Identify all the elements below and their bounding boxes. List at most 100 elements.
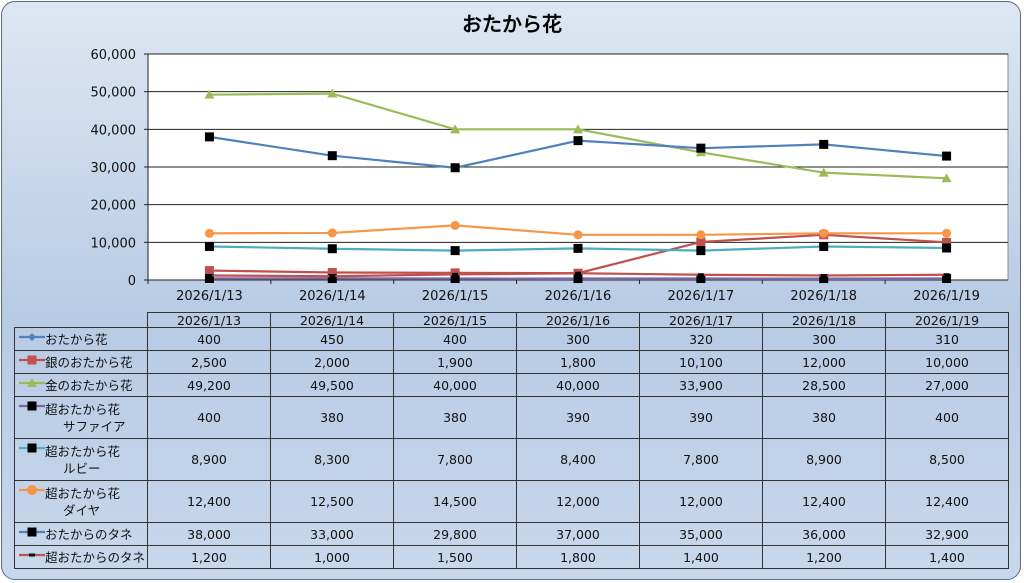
- table-cell: 12,400: [762, 480, 886, 523]
- x-tick-label: 2026/1/18: [790, 289, 857, 304]
- data-point-square: [573, 274, 583, 284]
- data-point-dash: [329, 274, 336, 278]
- table-cell: 40,000: [516, 373, 640, 397]
- data-point-circle: [327, 228, 337, 238]
- table-row: 銀のおたから花 2,500 2,000 1,900 1,800 10,100 12,000 1…: [14, 350, 1009, 374]
- table-cell: 12,000: [639, 480, 763, 523]
- data-point-circle: [573, 230, 583, 240]
- table-cell: 8,900: [762, 438, 886, 481]
- table-cell: 38,000: [147, 522, 271, 546]
- table-cell: 32,900: [885, 522, 1009, 546]
- data-point-circle: [819, 228, 829, 238]
- table-row: 超おたから花 ダイヤ 12,400 12,500 14,500 12,000 12,000 1…: [14, 480, 1009, 523]
- table-cell: 28,500: [762, 373, 886, 397]
- x-tick-label: 2026/1/14: [299, 289, 366, 304]
- table-cell: 40,000: [393, 373, 517, 397]
- table-row: 金のおたから花 49,200 49,500 40,000 40,000 33,900 28,…: [14, 373, 1009, 397]
- x-tick-label: 2026/1/15: [422, 289, 489, 304]
- table-cell: 450: [270, 327, 394, 351]
- table-header-cell: 2026/1/18: [762, 312, 886, 328]
- data-point-square: [450, 274, 460, 284]
- data-point-dash: [206, 273, 213, 277]
- table-cell: 1,000: [270, 545, 394, 569]
- data-point-square: [327, 274, 337, 284]
- data-point-square: [696, 246, 706, 256]
- table-cell: 12,400: [885, 480, 1009, 523]
- data-point-circle: [450, 220, 460, 230]
- table-cell: 310: [885, 327, 1009, 351]
- table-row: 超おたから花 サファイア 400 380 380 390 390 380 400: [14, 396, 1009, 439]
- data-point-circle: [942, 228, 952, 238]
- table-cell: 12,500: [270, 480, 394, 523]
- series-7: [206, 271, 950, 278]
- series-3: [204, 273, 952, 284]
- table-row: 超おたからのタネ 1,200 1,000 1,500 1,800 1,400 1,200 1,…: [14, 545, 1009, 569]
- table-cell: 7,800: [639, 438, 763, 481]
- table-cell: 1,900: [393, 350, 517, 374]
- data-point-triangle: [818, 167, 829, 177]
- data-point-square: [942, 151, 952, 161]
- y-tick-label: 60,000: [91, 48, 137, 63]
- series-name: 超おたから花: [45, 443, 121, 459]
- table-cell: 400: [147, 396, 271, 439]
- table-cell: 12,400: [147, 480, 271, 523]
- series-name: おたから花: [45, 331, 108, 347]
- data-point-dash: [820, 273, 827, 277]
- data-point-triangle: [450, 124, 461, 134]
- table-cell: 36,000: [762, 522, 886, 546]
- series-name: 超おたから花: [45, 485, 121, 501]
- series-name-line2: ルビー: [63, 460, 101, 476]
- table-cell: 320: [639, 327, 763, 351]
- table-cell: 380: [270, 396, 394, 439]
- table-cell: 14,500: [393, 480, 517, 523]
- table-cell: 8,500: [885, 438, 1009, 481]
- data-point-triangle: [941, 173, 952, 183]
- series-label: 超おたから花 ダイヤ: [14, 480, 148, 523]
- data-point-square: [204, 132, 214, 142]
- table-cell: 8,300: [270, 438, 394, 481]
- data-point-square: [819, 274, 829, 284]
- y-tick-label: 10,000: [91, 236, 137, 251]
- table-cell: 12,000: [516, 480, 640, 523]
- table-cell: 300: [762, 327, 886, 351]
- table-row: おたからのタネ 38,000 33,000 29,800 37,000 35,000 36,…: [14, 522, 1009, 546]
- table-cell: 7,800: [393, 438, 517, 481]
- data-point-square: [204, 241, 214, 251]
- data-point-square: [204, 266, 214, 276]
- table-cell: 33,900: [639, 373, 763, 397]
- data-point-square: [450, 246, 460, 256]
- table-cell: 37,000: [516, 522, 640, 546]
- data-point-dash: [697, 273, 704, 277]
- data-point-square: [450, 163, 460, 173]
- data-point-square: [327, 244, 337, 254]
- table-cell: 10,100: [639, 350, 763, 374]
- table-cell: 1,500: [393, 545, 517, 569]
- data-point-square: [942, 273, 952, 283]
- x-tick-label: 2026/1/17: [668, 289, 735, 304]
- table-cell: 33,000: [270, 522, 394, 546]
- data-point-square: [942, 237, 952, 247]
- data-point-square: [327, 267, 337, 277]
- table-cell: 49,200: [147, 373, 271, 397]
- legend-key-icon: [19, 355, 45, 365]
- series-label: 超おたから花 ルビー: [14, 438, 148, 481]
- table-cell: 27,000: [885, 373, 1009, 397]
- table-cell: 8,900: [147, 438, 271, 481]
- series-label: おたから花: [14, 327, 148, 351]
- data-point-triangle: [573, 124, 583, 134]
- table-header-cell: 2026/1/16: [516, 312, 640, 328]
- x-tick-label: 2026/1/16: [545, 289, 612, 304]
- table-cell: 10,000: [885, 350, 1009, 374]
- data-point-square: [204, 273, 214, 283]
- data-point-square: [942, 243, 952, 253]
- table-cell: 390: [639, 396, 763, 439]
- data-point-dash: [575, 271, 581, 275]
- table-header-cell: 2026/1/19: [885, 312, 1009, 328]
- series-label: 超おたからのタネ: [14, 545, 148, 569]
- series-name-line2: サファイア: [63, 418, 126, 434]
- table-row: おたから花 400 450 400 300 320 300 310: [14, 327, 1009, 351]
- table-cell: 8,400: [516, 438, 640, 481]
- x-tick-label: 2026/1/19: [913, 289, 980, 304]
- table-header-row: 2026/1/13 2026/1/14 2026/1/15 2026/1/16 2026…: [14, 312, 1009, 328]
